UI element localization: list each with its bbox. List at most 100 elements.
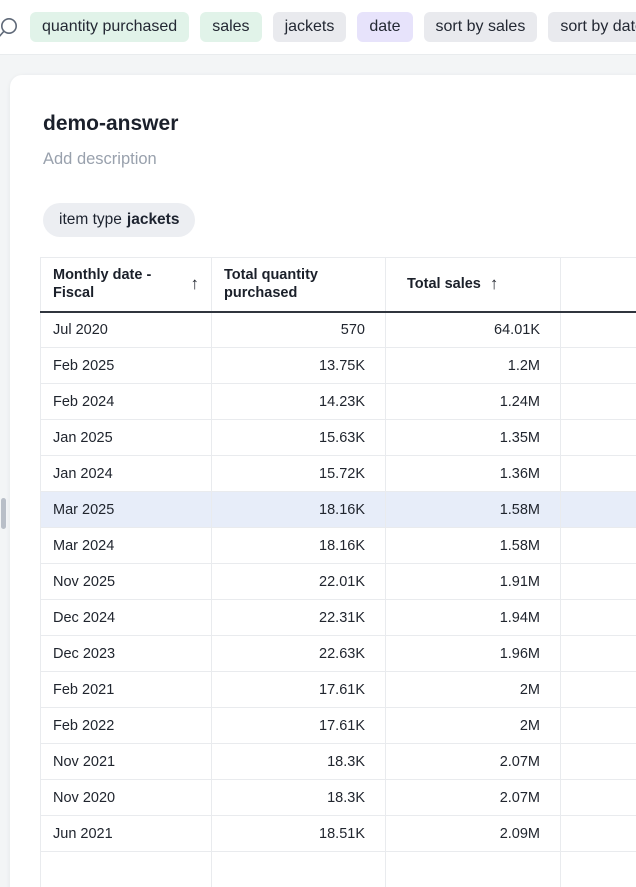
cell-empty bbox=[560, 707, 636, 744]
column-header-monthly-date[interactable]: Monthly date - Fiscal ↑ bbox=[40, 257, 212, 313]
vertical-scrollbar-thumb[interactable] bbox=[1, 498, 6, 529]
cell-month[interactable]: Feb 2022 bbox=[40, 707, 212, 744]
table-row[interactable]: Jan 2024 15.72K 1.36M bbox=[40, 455, 636, 492]
column-header-total-sales[interactable]: Total sales ↑ bbox=[385, 257, 561, 313]
cell-empty bbox=[560, 527, 636, 564]
cell-empty bbox=[560, 383, 636, 420]
table-row[interactable]: Feb 2021 17.61K 2M bbox=[40, 671, 636, 708]
cell-month[interactable]: Feb 2025 bbox=[40, 347, 212, 384]
cell-sales[interactable]: 2.07M bbox=[385, 743, 561, 780]
cell-sales[interactable]: 1.58M bbox=[385, 491, 561, 528]
cell-sales[interactable]: 2M bbox=[385, 671, 561, 708]
cell-month[interactable]: Jan 2025 bbox=[40, 419, 212, 456]
cell-sales[interactable] bbox=[385, 851, 561, 887]
table-row[interactable]: Mar 2025 18.16K 1.58M bbox=[40, 491, 636, 528]
results-table: Monthly date - Fiscal ↑ Total quantity p… bbox=[40, 257, 636, 887]
cell-sales[interactable]: 1.94M bbox=[385, 599, 561, 636]
sort-ascending-icon[interactable]: ↑ bbox=[190, 274, 200, 294]
cell-sales[interactable]: 1.2M bbox=[385, 347, 561, 384]
add-description-placeholder[interactable]: Add description bbox=[43, 150, 157, 168]
cell-sales[interactable]: 1.91M bbox=[385, 563, 561, 600]
answer-title: demo-answer bbox=[43, 112, 179, 135]
cell-quantity[interactable]: 22.63K bbox=[211, 635, 386, 672]
table-row[interactable]: Jul 2020 570 64.01K bbox=[40, 311, 636, 348]
table-row[interactable]: Feb 2022 17.61K 2M bbox=[40, 707, 636, 744]
search-token-measure[interactable]: quantity purchased bbox=[30, 12, 190, 42]
results-table-container: Monthly date - Fiscal ↑ Total quantity p… bbox=[40, 257, 636, 887]
cell-month[interactable]: Nov 2025 bbox=[40, 563, 212, 600]
filter-chip-item-type[interactable]: item type jackets bbox=[43, 203, 196, 237]
search-bar[interactable]: quantity purchased sales jackets date sort b… bbox=[0, 0, 636, 55]
column-header-total-quantity[interactable]: Total quantity purchased bbox=[211, 257, 386, 313]
cell-month[interactable]: Jul 2020 bbox=[40, 311, 212, 348]
table-row[interactable]: Mar 2024 18.16K 1.58M bbox=[40, 527, 636, 564]
cell-quantity[interactable]: 14.23K bbox=[211, 383, 386, 420]
filter-chip-value: jackets bbox=[126, 211, 180, 228]
table-row[interactable] bbox=[40, 851, 636, 887]
cell-empty bbox=[560, 419, 636, 456]
cell-empty bbox=[560, 311, 636, 348]
column-label: Total sales bbox=[407, 276, 481, 293]
column-label: Total quantity purchased bbox=[224, 267, 318, 302]
cell-empty bbox=[560, 815, 636, 852]
cell-month[interactable]: Nov 2021 bbox=[40, 743, 212, 780]
table-row[interactable]: Jan 2025 15.63K 1.35M bbox=[40, 419, 636, 456]
cell-month[interactable]: Nov 2020 bbox=[40, 779, 212, 816]
table-row[interactable]: Dec 2024 22.31K 1.94M bbox=[40, 599, 636, 636]
cell-quantity[interactable]: 18.51K bbox=[211, 815, 386, 852]
cell-month[interactable]: Mar 2025 bbox=[40, 491, 212, 528]
cell-sales[interactable]: 1.24M bbox=[385, 383, 561, 420]
cell-quantity[interactable]: 18.3K bbox=[211, 743, 386, 780]
cell-month[interactable]: Dec 2024 bbox=[40, 599, 212, 636]
cell-empty bbox=[560, 347, 636, 384]
search-token-attribute[interactable]: date bbox=[357, 12, 413, 42]
table-row[interactable]: Jun 2021 18.51K 2.09M bbox=[40, 815, 636, 852]
cell-month[interactable]: Mar 2024 bbox=[40, 527, 212, 564]
search-token-value[interactable]: jackets bbox=[272, 12, 347, 42]
sort-ascending-icon[interactable]: ↑ bbox=[489, 274, 499, 294]
cell-quantity[interactable]: 17.61K bbox=[211, 671, 386, 708]
cell-empty bbox=[560, 779, 636, 816]
cell-empty bbox=[560, 491, 636, 528]
cell-month[interactable]: Dec 2023 bbox=[40, 635, 212, 672]
table-row[interactable]: Feb 2025 13.75K 1.2M bbox=[40, 347, 636, 384]
search-token-measure[interactable]: sales bbox=[200, 12, 262, 42]
table-row[interactable]: Nov 2020 18.3K 2.07M bbox=[40, 779, 636, 816]
cell-quantity[interactable]: 22.31K bbox=[211, 599, 386, 636]
cell-sales[interactable]: 1.58M bbox=[385, 527, 561, 564]
cell-month[interactable]: Feb 2024 bbox=[40, 383, 212, 420]
cell-sales[interactable]: 2.09M bbox=[385, 815, 561, 852]
cell-month[interactable]: Jan 2024 bbox=[40, 455, 212, 492]
cell-sales[interactable]: 1.35M bbox=[385, 419, 561, 456]
cell-quantity[interactable]: 15.72K bbox=[211, 455, 386, 492]
cell-month[interactable]: Jun 2021 bbox=[40, 815, 212, 852]
cell-sales[interactable]: 1.36M bbox=[385, 455, 561, 492]
search-token-keyword[interactable]: sort by date bbox=[548, 12, 636, 42]
cell-quantity[interactable]: 17.61K bbox=[211, 707, 386, 744]
column-header-empty bbox=[560, 257, 636, 313]
cell-sales[interactable]: 1.96M bbox=[385, 635, 561, 672]
cell-quantity[interactable]: 13.75K bbox=[211, 347, 386, 384]
cell-quantity[interactable]: 18.16K bbox=[211, 527, 386, 564]
cell-quantity[interactable]: 570 bbox=[211, 311, 386, 348]
cell-month[interactable]: Feb 2021 bbox=[40, 671, 212, 708]
cell-sales[interactable]: 2M bbox=[385, 707, 561, 744]
cell-quantity[interactable]: 18.16K bbox=[211, 491, 386, 528]
cell-quantity[interactable] bbox=[211, 851, 386, 887]
table-body: Jul 2020 570 64.01K Feb 2025 13.75K 1.2M Feb 2… bbox=[40, 311, 636, 887]
table-row[interactable]: Feb 2024 14.23K 1.24M bbox=[40, 383, 636, 420]
cell-month[interactable] bbox=[40, 851, 212, 887]
cell-empty bbox=[560, 851, 636, 887]
cell-sales[interactable]: 2.07M bbox=[385, 779, 561, 816]
cell-quantity[interactable]: 18.3K bbox=[211, 779, 386, 816]
search-token-keyword[interactable]: sort by sales bbox=[423, 12, 538, 42]
cell-empty bbox=[560, 743, 636, 780]
cell-empty bbox=[560, 563, 636, 600]
cell-quantity[interactable]: 22.01K bbox=[211, 563, 386, 600]
table-row[interactable]: Dec 2023 22.63K 1.96M bbox=[40, 635, 636, 672]
cell-sales[interactable]: 64.01K bbox=[385, 311, 561, 348]
table-row[interactable]: Nov 2021 18.3K 2.07M bbox=[40, 743, 636, 780]
cell-quantity[interactable]: 15.63K bbox=[211, 419, 386, 456]
table-row[interactable]: Nov 2025 22.01K 1.91M bbox=[40, 563, 636, 600]
